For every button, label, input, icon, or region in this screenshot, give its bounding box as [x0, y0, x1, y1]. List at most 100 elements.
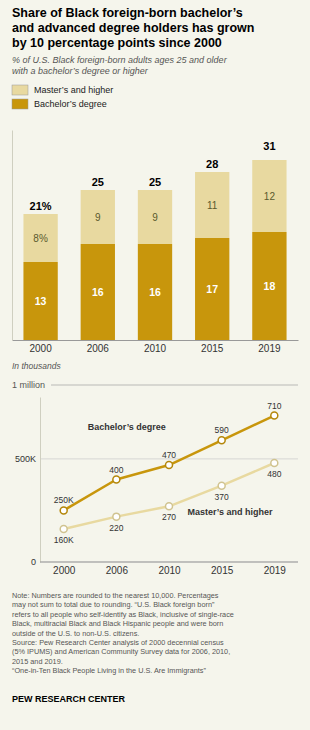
total-label: 21% — [30, 200, 52, 212]
line-series — [60, 460, 278, 533]
point — [113, 476, 120, 483]
legend-label: Master’s and higher — [34, 85, 113, 95]
bar — [23, 262, 57, 340]
bar-series — [23, 232, 286, 340]
point — [166, 503, 173, 510]
data-label: 16 — [149, 286, 161, 298]
bar — [81, 244, 115, 340]
title: Share of Black foreign-born bachelor’san… — [12, 6, 254, 50]
data-label: 480 — [267, 469, 281, 479]
bar — [23, 214, 57, 262]
data-label: 9 — [95, 212, 101, 223]
data-label: 160K — [54, 535, 74, 545]
tick: 2000 — [53, 562, 76, 576]
data-label: 9 — [152, 212, 158, 223]
tick: 2006 — [106, 562, 129, 576]
point — [166, 462, 173, 469]
grid-line — [40, 562, 298, 563]
note-line: “One-in-Ten Black People Living in the U… — [12, 666, 206, 675]
bar — [195, 238, 229, 340]
note-line: refers to all people who self-identify a… — [12, 610, 234, 619]
point — [218, 437, 225, 444]
legend: Master’s and higher Bachelor’s degree — [12, 85, 113, 109]
data-label: 270 — [162, 512, 176, 522]
title-line: and advanced degree holders has grown — [12, 21, 254, 35]
bar — [138, 244, 172, 340]
tick-label: 2006 — [106, 565, 129, 576]
note-line: (5% IPUMS) and American Community Survey… — [12, 647, 230, 656]
note-line: Black, multiracial Black and Black Hispa… — [12, 619, 223, 628]
series-label: Bachelor’s degree — [88, 422, 166, 432]
point — [271, 412, 278, 419]
tick-label: 2010 — [144, 343, 167, 354]
total-label: 28 — [206, 158, 218, 170]
credit: PEW RESEARCH CENTER — [12, 694, 126, 704]
subtitle: % of U.S. Black foreign-born adults ages… — [12, 55, 228, 76]
tick-label: 2010 — [158, 565, 181, 576]
tick-label: 0 — [31, 557, 36, 567]
bar — [81, 190, 115, 244]
data-label: 470 — [162, 450, 176, 460]
data-label: 710 — [267, 401, 281, 411]
subtitle-line: with a bachelor’s degree or higher — [12, 66, 149, 76]
point — [271, 460, 278, 467]
data-label: 16 — [92, 286, 104, 298]
tick-label: 2015 — [201, 343, 224, 354]
tick: 2019 — [258, 340, 281, 354]
title-line: Share of Black foreign-born bachelor’s — [12, 6, 243, 20]
line-labels: 250K400470590710Bachelor’s degree160K220… — [54, 401, 282, 545]
point — [113, 513, 120, 520]
bar-chart: Share of Black foreign-born bachelor’san… — [12, 6, 299, 354]
bar-labels: 13161617188%99111221%25252831 — [30, 140, 276, 307]
series-label: Master’s and higher — [187, 507, 273, 517]
legend-item: Bachelor’s degree — [12, 99, 107, 109]
bar — [252, 160, 286, 232]
tick: 2019 — [264, 562, 287, 576]
x-axis: 2000 2006 2010 2015 2019 — [40, 562, 298, 576]
legend-item: Master’s and higher — [12, 85, 113, 95]
y-axis: 0 500K — [15, 398, 41, 568]
note-line: outside of the U.S. to non-U.S. citizens… — [12, 629, 139, 638]
tick: 2010 — [144, 340, 167, 354]
x-axis-line — [13, 340, 299, 341]
bars — [23, 160, 286, 340]
total-label: 25 — [149, 176, 161, 188]
lines — [60, 412, 278, 532]
tick: 0 — [31, 557, 40, 567]
tick: 2000 — [29, 340, 52, 354]
data-label: 13 — [35, 295, 47, 307]
data-label: 400 — [109, 465, 123, 475]
note-line: 2015 and 2019. — [12, 657, 63, 666]
bar — [252, 232, 286, 340]
background — [0, 0, 310, 730]
tick: 2015 — [201, 340, 224, 354]
data-label: 11 — [207, 200, 218, 211]
data-label: 250K — [54, 495, 74, 505]
tick: 2015 — [211, 562, 234, 576]
x-axis: 2000 2006 2010 2015 2019 — [13, 340, 299, 354]
y-axis-line — [12, 131, 13, 341]
line — [64, 463, 275, 529]
x-axis-line — [40, 562, 298, 563]
tick: 2006 — [87, 340, 110, 354]
note-line: Note: Numbers are rounded to the nearest… — [12, 591, 219, 600]
line-series — [60, 412, 278, 514]
bar — [138, 190, 172, 244]
subtitle-line: % of U.S. Black foreign-born adults ages… — [12, 55, 228, 65]
legend-swatch — [12, 99, 28, 109]
bar — [195, 172, 229, 238]
note-line: Source: Pew Research Center analysis of … — [12, 638, 224, 647]
tick-label: 500K — [15, 454, 36, 464]
line — [64, 416, 275, 511]
data-label: 370 — [215, 492, 229, 502]
legend-swatch — [12, 85, 28, 95]
divider — [51, 385, 298, 386]
tick-label: 2006 — [87, 343, 110, 354]
point — [218, 482, 225, 489]
note-line: may not sum to total due to rounding. “U… — [12, 600, 215, 609]
tick-label: 2000 — [53, 565, 76, 576]
point — [60, 526, 67, 533]
title-line: by 10 percentage points since 2000 — [12, 36, 222, 50]
y-axis — [12, 131, 13, 341]
note: Note: Numbers are rounded to the nearest… — [12, 591, 234, 675]
